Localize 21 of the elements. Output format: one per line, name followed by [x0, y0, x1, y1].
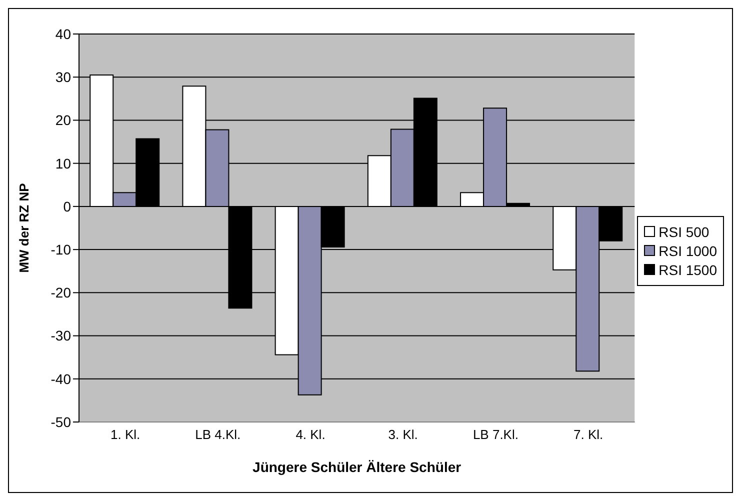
y-tick-label: -40: [50, 370, 72, 387]
y-tick-label: 20: [55, 112, 72, 128]
x-tick-label: 7. Kl.: [574, 427, 604, 442]
y-axis-title: MW der RZ NP: [16, 182, 32, 273]
y-tick-label: 0: [63, 198, 72, 214]
x-tick-label: LB 7.Kl.: [472, 427, 518, 442]
y-tick-label: 30: [55, 69, 72, 86]
y-tick-label: 10: [55, 155, 72, 172]
legend-label: RSI 1500: [658, 262, 717, 278]
legend-label: RSI 1000: [658, 242, 717, 258]
legend-label: RSI 500: [658, 224, 710, 240]
x-tick-label: 4. Kl.: [296, 427, 326, 442]
y-tick-label: -10: [50, 242, 72, 258]
x-tick-label: 1. Kl.: [110, 427, 140, 442]
x-tick-label: LB 4.Kl.: [195, 427, 241, 442]
y-tick-label: -20: [50, 284, 72, 301]
y-tick-label: -30: [50, 328, 72, 344]
x-tick-label: 3. Kl.: [388, 427, 418, 442]
y-tick-label: 40: [55, 26, 72, 42]
x-axis-title: Jüngere Schüler Ältere Schüler: [252, 459, 462, 475]
y-tick-label: -50: [50, 414, 72, 430]
